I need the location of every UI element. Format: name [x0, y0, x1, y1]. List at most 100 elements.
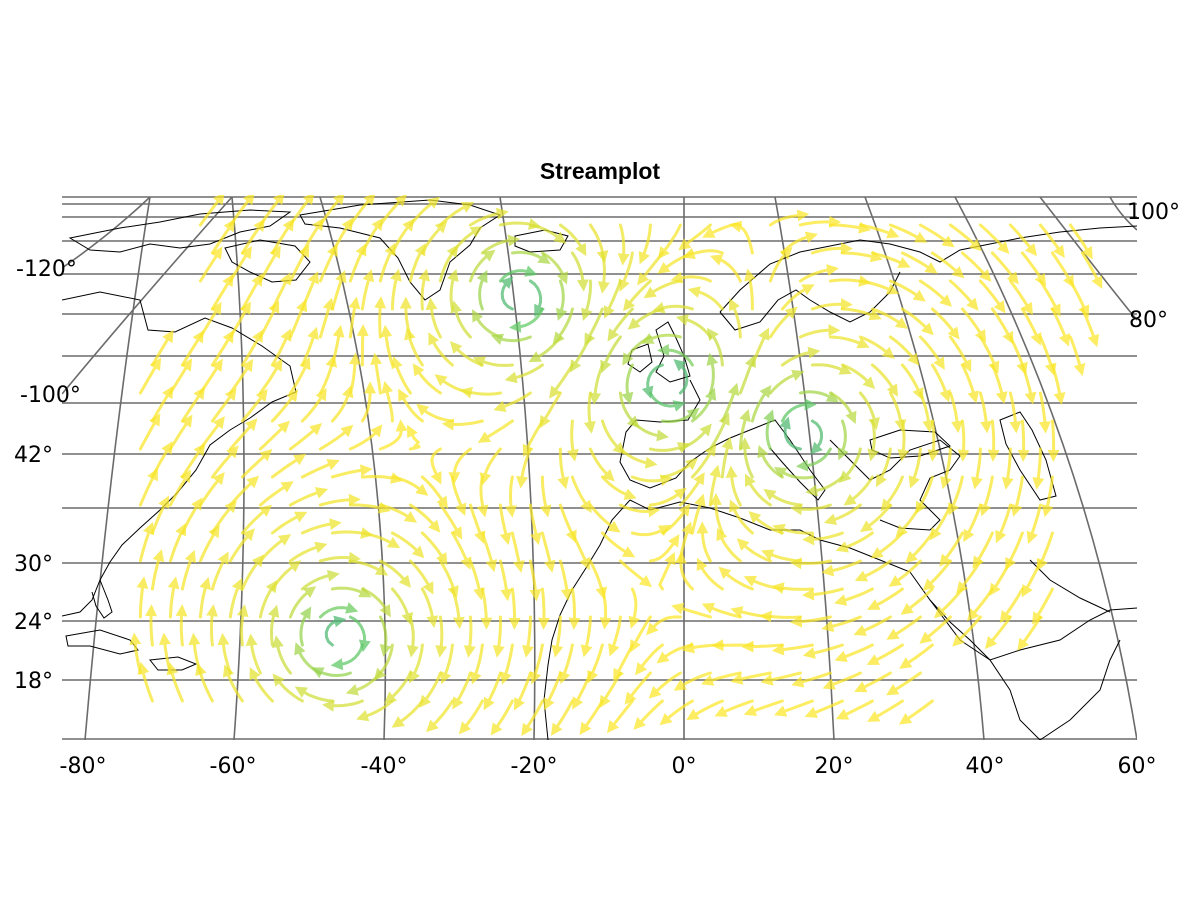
streamline	[522, 615, 534, 658]
streamline	[570, 475, 592, 513]
streamline	[236, 604, 249, 647]
streamline	[660, 407, 700, 424]
streamline	[468, 503, 486, 544]
streamline	[810, 363, 852, 375]
streamline	[438, 201, 475, 227]
streamline	[840, 363, 876, 390]
streamline	[867, 699, 904, 722]
streamline	[1001, 447, 1014, 490]
streamline	[1041, 475, 1054, 518]
streamline	[288, 356, 311, 395]
streamline	[240, 449, 273, 479]
streamline	[798, 390, 839, 403]
streamline	[810, 419, 824, 455]
streamline	[1080, 251, 1103, 289]
streamline	[390, 268, 402, 311]
streamline	[198, 195, 225, 227]
streamline	[804, 699, 844, 718]
streamline	[528, 279, 546, 318]
streamline	[288, 423, 323, 451]
streamline	[628, 587, 641, 629]
streamline	[470, 643, 484, 685]
streamline	[957, 419, 970, 462]
streamline	[995, 503, 1012, 544]
streamline	[918, 279, 953, 307]
longitude-tick-labels: -80° -60° -40° -20° 0° 20° 40° 60°	[60, 754, 1157, 779]
streamline	[300, 569, 340, 591]
lon-tick-label: -80°	[60, 754, 107, 779]
streamline	[771, 643, 814, 656]
streamline	[514, 671, 532, 711]
streamline	[348, 352, 361, 395]
streamline	[416, 403, 454, 423]
streamline	[408, 243, 426, 283]
coastline-scandinavia	[719, 271, 901, 331]
streamline	[608, 615, 622, 657]
streamline	[568, 587, 581, 630]
streamline	[630, 419, 669, 442]
streamline	[641, 363, 664, 399]
streamline	[1038, 391, 1051, 434]
grid-line	[499, 196, 536, 740]
coastline-florida	[91, 579, 113, 619]
streamline	[838, 447, 862, 484]
streamline	[835, 531, 874, 553]
streamline	[380, 324, 394, 367]
streamline	[768, 369, 805, 395]
streamline	[948, 391, 963, 434]
streamline	[690, 387, 717, 423]
streamline	[989, 559, 1012, 596]
streamline	[258, 195, 285, 227]
streamline	[228, 528, 255, 563]
streamline	[867, 587, 904, 610]
streamline	[228, 246, 252, 283]
streamline	[960, 307, 987, 343]
streamline	[558, 223, 587, 257]
streamline	[821, 559, 862, 577]
streamline	[584, 307, 604, 346]
streamline	[228, 418, 258, 451]
streamline	[138, 467, 158, 507]
streamline	[390, 587, 414, 626]
streamline	[652, 301, 694, 314]
streamline	[180, 330, 204, 367]
streamline	[1017, 615, 1042, 651]
streamline	[240, 273, 263, 311]
streamline	[603, 279, 622, 319]
streamline	[888, 391, 907, 432]
streamline	[795, 447, 832, 472]
streamline	[1038, 335, 1057, 376]
streamline	[476, 269, 488, 311]
coastline-horn-of-africa	[1039, 639, 1121, 740]
streamline	[240, 388, 268, 423]
streamline	[630, 474, 673, 487]
grid-line	[319, 196, 387, 740]
streamline	[823, 503, 862, 526]
streamline	[300, 387, 327, 423]
streamline	[195, 662, 214, 703]
streamline	[630, 615, 652, 653]
streamline	[294, 686, 334, 703]
streamline	[374, 296, 387, 339]
streamline	[150, 549, 165, 591]
streamline	[979, 475, 994, 517]
streamline	[448, 447, 472, 485]
streamline	[618, 447, 658, 469]
streamline	[438, 244, 459, 283]
lat-tick-label: 30°	[14, 552, 53, 577]
streamline	[984, 615, 1012, 650]
streamline	[180, 443, 206, 479]
streamline	[930, 307, 960, 340]
streamline	[370, 352, 383, 395]
streamline	[556, 279, 568, 321]
streamline	[905, 531, 934, 564]
lat-tick-label: 42°	[14, 443, 53, 468]
streamline	[930, 251, 965, 279]
streamline	[408, 196, 441, 227]
streamline	[670, 271, 712, 284]
streamline	[288, 195, 315, 227]
streamline	[498, 503, 512, 546]
streamline	[1050, 251, 1075, 288]
streamline	[866, 643, 904, 665]
